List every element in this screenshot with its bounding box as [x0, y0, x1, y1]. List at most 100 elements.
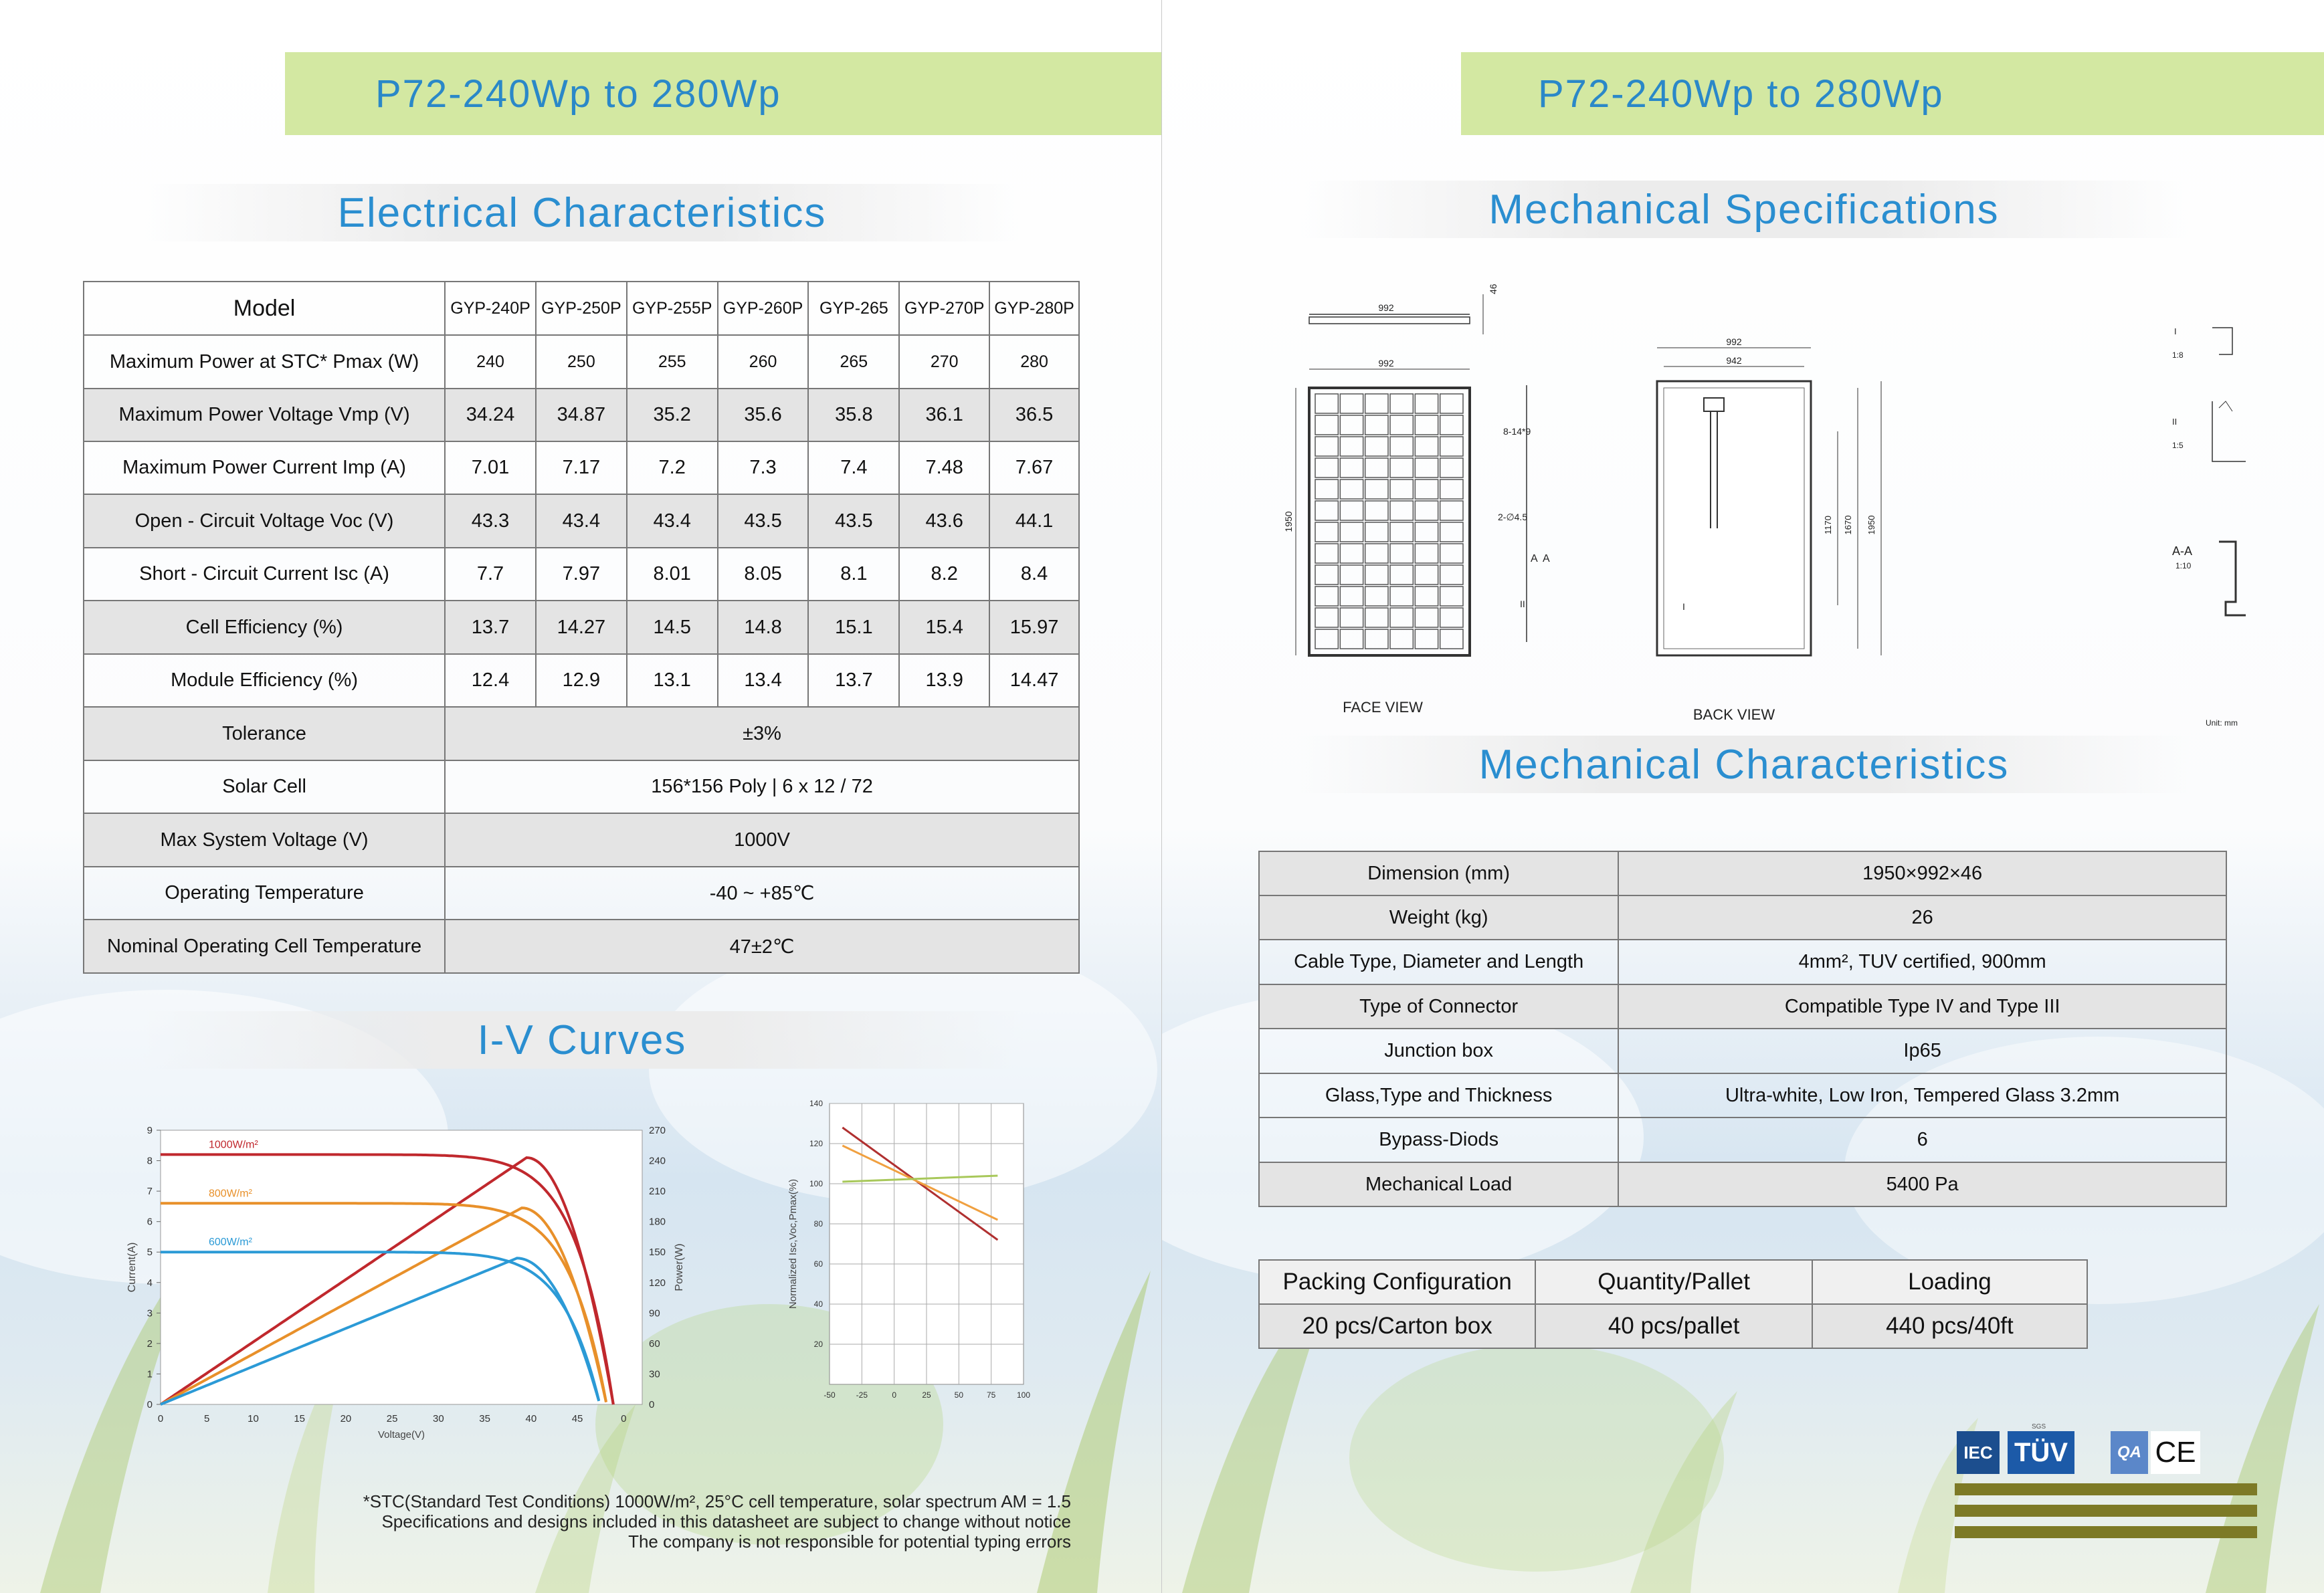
- x-tick-label: 25: [922, 1390, 931, 1400]
- dim-label: 46: [1488, 284, 1498, 294]
- section-header-electrical: Electrical Characteristics: [140, 184, 1024, 241]
- dim-label: 1950: [1283, 511, 1294, 532]
- table-row: Junction box Ip65: [1258, 1028, 2227, 1074]
- iv-curve: [161, 1202, 607, 1402]
- row-label: Nominal Operating Cell Temperature: [82, 919, 446, 974]
- row-label: Solar Cell: [82, 760, 446, 814]
- header-cell: Packing Configuration: [1258, 1259, 1537, 1305]
- model-cell: GYP-250P: [535, 281, 627, 336]
- solar-cell: [1389, 479, 1414, 500]
- y-tick-label: 80: [814, 1219, 824, 1229]
- row-label: Glass,Type and Thickness: [1258, 1073, 1620, 1118]
- x-tick-label: 0: [158, 1413, 163, 1424]
- table-header-row: Model GYP-240P GYP-250P GYP-255P GYP-260…: [82, 281, 1080, 336]
- section-header-mech-spec: Mechanical Specifications: [1296, 181, 2192, 238]
- cell: 255: [625, 334, 718, 389]
- back-view-label: BACK VIEW: [1693, 706, 1775, 723]
- section-marker: A: [1543, 553, 1550, 564]
- solar-cell: [1315, 457, 1339, 478]
- face-view-drawing: 992 46 992 1950 FACE VIEW: [1283, 284, 1498, 716]
- x-tick-label: 40: [526, 1413, 537, 1424]
- section-header-iv: I-V Curves: [140, 1011, 1024, 1069]
- cell: 12.4: [444, 653, 537, 708]
- cell: 15.4: [898, 600, 991, 655]
- row-label: Max System Voltage (V): [82, 813, 446, 867]
- solar-cell: [1439, 586, 1464, 607]
- x-tick-label: 50: [955, 1390, 964, 1400]
- cell: 13.9: [898, 653, 991, 708]
- cell: 4mm², TUV certified, 900mm: [1618, 939, 2227, 985]
- cell: Ultra-white, Low Iron, Tempered Glass 3.…: [1618, 1073, 2227, 1118]
- page-banner: P72-240Wp to 280Wp: [285, 52, 1162, 135]
- solar-cell: [1339, 522, 1364, 542]
- y2-tick-label: 210: [649, 1186, 666, 1197]
- section-marker: A-A: [2172, 544, 2192, 558]
- y-tick-label: 60: [814, 1259, 824, 1269]
- table-row: Bypass-Diods 6: [1258, 1117, 2227, 1163]
- solar-cell: [1315, 500, 1339, 521]
- qa-logo: QA: [2111, 1431, 2148, 1474]
- solar-cell: [1414, 586, 1439, 607]
- solar-cell: [1414, 629, 1439, 649]
- cell: 13.4: [716, 653, 809, 708]
- y2-tick-label: 120: [649, 1277, 666, 1289]
- cell: 7.67: [989, 441, 1080, 495]
- y-tick-label: 140: [809, 1099, 823, 1108]
- back-view-drawing: 8-14*9 2-∅4.5 992 942 A A II I 1170 1670…: [1498, 336, 1882, 723]
- cell: 47±2℃: [444, 919, 1080, 974]
- solar-cell: [1389, 436, 1414, 457]
- table-row: Short - Circuit Current Isc (A) 7.7 7.97…: [82, 547, 1080, 601]
- table-row: Dimension (mm) 1950×992×46: [1258, 851, 2227, 896]
- solar-cell-grid: [1315, 393, 1464, 649]
- table-row: Cable Type, Diameter and Length 4mm², TUV…: [1258, 939, 2227, 985]
- table-row: Maximum Power Current Imp (A) 7.01 7.17 …: [82, 441, 1080, 495]
- solar-cell: [1414, 393, 1439, 414]
- footnote-line: The company is not responsible for poten…: [628, 1531, 1071, 1552]
- footnote-line: *STC(Standard Test Conditions) 1000W/m²,…: [363, 1491, 1071, 1511]
- solar-cell: [1439, 607, 1464, 628]
- cell: 270: [898, 334, 991, 389]
- solar-cell: [1315, 543, 1339, 564]
- iv-curve: [161, 1251, 601, 1401]
- y2-tick-label: 240: [649, 1156, 666, 1167]
- y2-tick-label: 180: [649, 1216, 666, 1228]
- x-axis-label: Voltage(V): [378, 1429, 425, 1441]
- row-label: Mechanical Load: [1258, 1162, 1620, 1207]
- solar-cell: [1364, 564, 1389, 585]
- cell: -40 ~ +85℃: [444, 866, 1080, 920]
- row-label: Junction box: [1258, 1028, 1620, 1074]
- cell: 265: [807, 334, 900, 389]
- solar-cell: [1339, 393, 1364, 414]
- footnote: *STC(Standard Test Conditions) 1000W/m²,…: [363, 1491, 1071, 1552]
- x-tick-label: 15: [294, 1413, 305, 1424]
- solar-cell: [1439, 629, 1464, 649]
- model-cell: GYP-240P: [444, 281, 537, 336]
- solar-cell: [1389, 564, 1414, 585]
- solar-cell: [1339, 479, 1364, 500]
- y2-tick-label: 30: [649, 1368, 660, 1380]
- mechanical-table: Dimension (mm) 1950×992×46 Weight (kg) 26 …: [1258, 851, 2227, 1207]
- solar-cell: [1339, 607, 1364, 628]
- solar-cell: [1339, 457, 1364, 478]
- row-label: Maximum Power Current Imp (A): [82, 441, 446, 495]
- section-title: Mechanical Specifications: [1488, 186, 2000, 233]
- page-banner: P72-240Wp to 280Wp: [1461, 52, 2324, 135]
- dim-label: 942: [1726, 355, 1742, 366]
- row-label: Cell Efficiency (%): [82, 600, 446, 655]
- solar-cell: [1364, 415, 1389, 435]
- cell: 14.8: [716, 600, 809, 655]
- detail-drawings: I 1:8 II 1:5 A-A 1:10 Unit: mm: [2172, 326, 2246, 728]
- footnote-line: Specifications and designs included in t…: [381, 1511, 1071, 1531]
- table-row: Nominal Operating Cell Temperature 47±2℃: [82, 919, 1080, 974]
- cell: 15.1: [807, 600, 900, 655]
- solar-cell: [1414, 415, 1439, 435]
- table-row: Cell Efficiency (%) 13.7 14.27 14.5 14.8…: [82, 600, 1080, 655]
- table-row: Operating Temperature -40 ~ +85℃: [82, 866, 1080, 920]
- dim-label: 1950: [1866, 516, 1876, 535]
- y-tick-label: 7: [147, 1186, 153, 1197]
- row-label: Cable Type, Diameter and Length: [1258, 939, 1620, 985]
- y-tick-label: 120: [809, 1139, 823, 1148]
- solar-cell: [1439, 543, 1464, 564]
- banner-title: P72-240Wp to 280Wp: [375, 72, 781, 116]
